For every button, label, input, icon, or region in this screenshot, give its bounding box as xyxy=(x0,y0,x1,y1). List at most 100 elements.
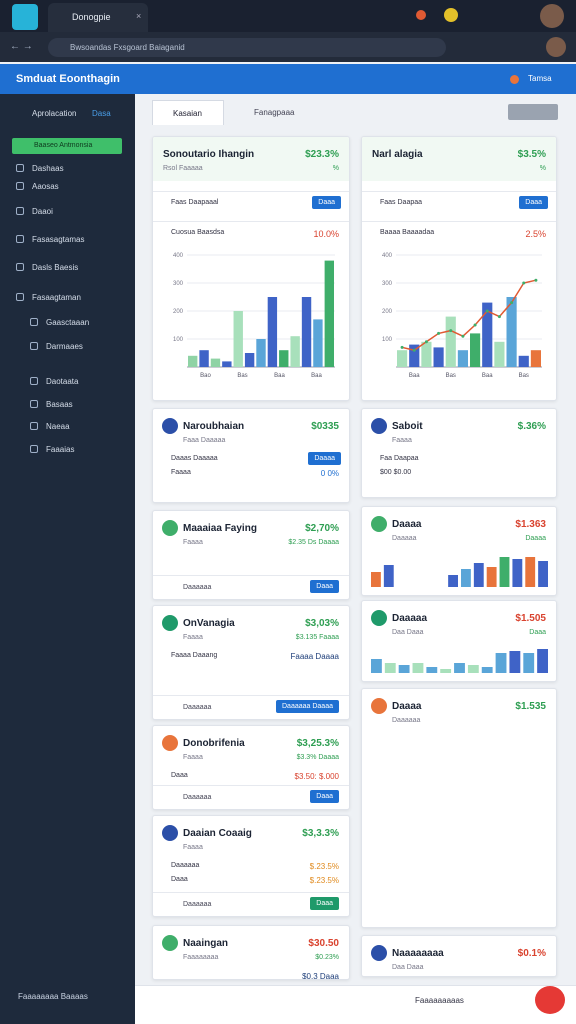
point xyxy=(473,323,477,327)
row-label: Faa Daapaa xyxy=(380,455,419,462)
card-title: Daaian Coaaig xyxy=(183,828,252,839)
bar xyxy=(481,667,493,673)
row-value: Faaaa Daaaa xyxy=(290,652,339,661)
tab[interactable]: Donogpie × xyxy=(48,3,148,32)
bar xyxy=(448,575,458,587)
tab-title: Donogpie xyxy=(72,12,111,22)
bar xyxy=(525,557,536,587)
nav-item[interactable]: Daotaata xyxy=(46,377,79,386)
nav-item[interactable]: Daaoi xyxy=(32,207,53,216)
bar xyxy=(509,651,521,673)
card-avatar xyxy=(162,735,178,751)
card-title: Narl alagia xyxy=(372,149,423,160)
user-name[interactable]: Tamsa xyxy=(528,74,552,83)
card-subtitle: Faaaa xyxy=(392,437,412,444)
card-title: Naaingan xyxy=(183,938,229,949)
active-item[interactable]: Baaseo Antmonsia xyxy=(12,138,122,154)
row-value: 2.5% xyxy=(525,229,546,239)
tab-active[interactable]: Kasaian xyxy=(152,100,224,125)
card-subtitle: Daa Daaa xyxy=(392,964,424,971)
bar xyxy=(301,297,312,367)
point xyxy=(497,315,501,319)
nav-item[interactable]: Naeaa xyxy=(46,422,70,431)
card-value: $30.50 xyxy=(308,938,339,949)
card-button[interactable]: Daaa xyxy=(310,790,339,803)
url-field[interactable]: Bwsoandas Fxsgoard Baiaganid xyxy=(48,38,446,57)
y-tick-label: 400 xyxy=(382,253,393,259)
row-button[interactable]: Daaa xyxy=(519,196,548,209)
avatar[interactable] xyxy=(540,4,564,28)
top-button[interactable] xyxy=(508,104,558,120)
footer-link[interactable]: Faaaaaaaaas xyxy=(415,996,464,1005)
bar xyxy=(470,333,481,367)
card-value: $3,03% xyxy=(305,618,339,629)
card-button[interactable]: Daaaaaa Daaaa xyxy=(276,700,339,713)
card-value: $1.505 xyxy=(515,613,546,624)
card-subtitle: Daaaaaa xyxy=(392,717,421,724)
card-title: Naaaaaaaa xyxy=(392,948,444,959)
icon[interactable] xyxy=(416,10,426,20)
row-button[interactable]: Daaa xyxy=(312,196,341,209)
nav-item[interactable]: Fasaagtaman xyxy=(32,293,81,302)
bar xyxy=(371,659,382,673)
y-tick-label: 200 xyxy=(173,309,184,315)
bar xyxy=(433,347,444,367)
card-value: $23.3% xyxy=(305,149,339,160)
divider xyxy=(153,892,349,893)
mini-chart xyxy=(371,557,548,587)
x-tick-label: Baa xyxy=(409,373,420,379)
card-button[interactable]: Daaa xyxy=(310,580,339,593)
point xyxy=(437,331,441,335)
nav-item[interactable]: Dashaas xyxy=(32,164,64,173)
card-note: $3.3% Daaaa xyxy=(296,754,339,761)
card-value: $.36% xyxy=(517,421,546,432)
card-avatar xyxy=(371,418,387,434)
card-title: Daaaa xyxy=(392,519,422,530)
bar xyxy=(461,569,471,587)
card-title: Daaaa xyxy=(392,701,422,712)
avatar[interactable] xyxy=(546,37,566,57)
card-button[interactable]: Daaa xyxy=(310,897,339,910)
bar xyxy=(512,559,523,587)
row-button[interactable]: Daaaa xyxy=(308,452,341,465)
divider xyxy=(362,191,556,192)
nav-item[interactable]: Basaas xyxy=(46,400,73,409)
row-value: $3.50: $.000 xyxy=(294,772,339,781)
bar xyxy=(409,344,420,367)
nav-item[interactable]: Faaaias xyxy=(46,445,75,454)
card-avatar xyxy=(371,516,387,532)
nav-item[interactable]: Darmaaes xyxy=(46,342,83,351)
close[interactable]: × xyxy=(136,11,142,21)
point xyxy=(485,309,489,313)
card-value: $1.535 xyxy=(515,701,546,712)
row-value: $.23.5% xyxy=(309,876,339,885)
card-head xyxy=(153,137,349,181)
bar xyxy=(494,341,505,367)
nav-item[interactable]: Gaasctaaan xyxy=(46,318,90,327)
nav-item[interactable]: Aaosas xyxy=(32,182,59,191)
card-value: $1.363 xyxy=(515,519,546,530)
nav-icon xyxy=(30,400,38,408)
card-avatar xyxy=(162,520,178,536)
nav-icon xyxy=(16,207,24,215)
card-note: $2.35 Ds Daaaa xyxy=(288,539,339,546)
fab[interactable] xyxy=(535,986,565,1014)
bar xyxy=(412,663,424,673)
card-subtitle: Faaaa xyxy=(183,539,203,546)
icon[interactable] xyxy=(444,8,458,22)
point xyxy=(510,301,514,305)
card-note: Daaaa xyxy=(525,535,546,542)
nav-buttons[interactable]: ← → xyxy=(10,41,33,52)
x-tick-label: Bas xyxy=(446,373,456,379)
card-subtitle: Faaaa xyxy=(183,634,203,641)
sidebar-badge: Dasa xyxy=(92,109,111,118)
row-label: Daaas Daaaaa xyxy=(171,455,218,462)
row-label: $00 $0.00 xyxy=(380,469,412,476)
tab-label[interactable]: Fanagpaaa xyxy=(254,108,295,117)
nav-item[interactable]: Fasasagtamas xyxy=(32,235,85,244)
row-label: Faaaa Daaang xyxy=(171,652,218,659)
row-label: Daaa xyxy=(171,772,188,779)
y-tick-label: 100 xyxy=(382,337,393,343)
nav-item[interactable]: Dasls Baesis xyxy=(32,263,79,272)
card-footer: Daaaaaa xyxy=(183,901,212,908)
